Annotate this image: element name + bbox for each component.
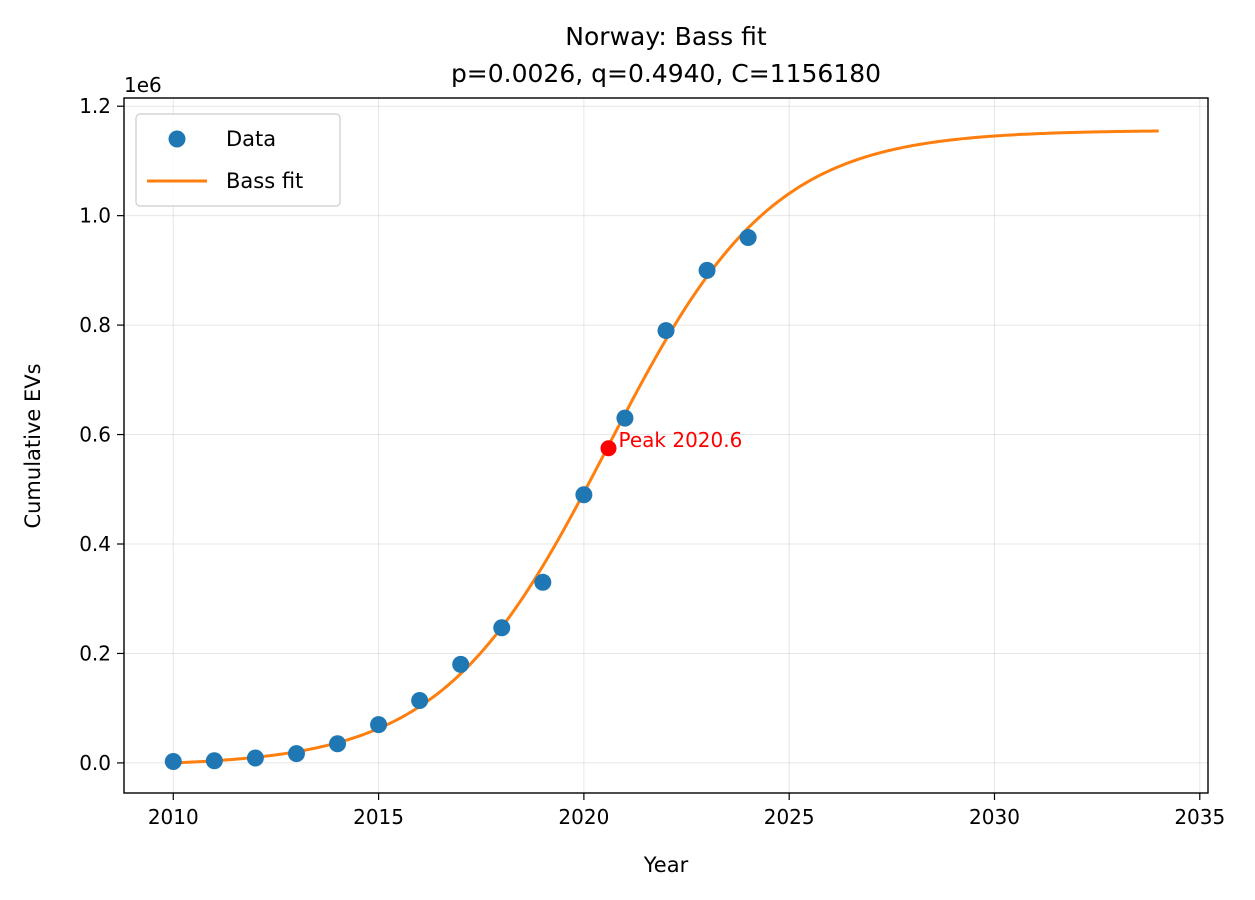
y-tick-label-1: 0.2 (79, 641, 111, 665)
annotation-layer: Peak 2020.6 (600, 428, 743, 457)
legend-box (135, 113, 341, 207)
data-point-2017 (452, 655, 470, 673)
x-tick-label-2035: 2035 (1174, 805, 1225, 829)
y-tick-label-0: 0.0 (79, 751, 111, 775)
data-point-2024 (739, 229, 757, 247)
y-tick-label-3: 0.6 (79, 423, 111, 447)
y-axis-label: Cumulative EVs (21, 363, 45, 528)
legend: Data Bass fit (135, 113, 341, 207)
data-point-2010 (164, 753, 182, 771)
legend-marker-data (168, 130, 186, 148)
legend-label-fit: Bass fit (226, 169, 303, 193)
x-axis: 2010 2015 2020 2025 2030 2035 (148, 793, 1225, 829)
y-tick-label-6: 1.2 (79, 94, 111, 118)
x-tick-label-2025: 2025 (764, 805, 815, 829)
data-point-2013 (287, 745, 305, 763)
data-point-2020 (575, 486, 593, 504)
data-point-2019 (534, 573, 552, 591)
data-point-2022 (657, 322, 675, 340)
y-tick-label-2: 0.4 (79, 532, 111, 556)
chart-subtitle: p=0.0026, q=0.4940, C=1156180 (451, 59, 881, 88)
data-point-2012 (246, 749, 264, 767)
data-point-2023 (698, 261, 716, 279)
points-layer (164, 229, 757, 771)
x-tick-label-2015: 2015 (353, 805, 404, 829)
plot-frame (123, 97, 1209, 794)
peak-annotation-label: Peak 2020.6 (619, 428, 743, 452)
data-point-2011 (205, 752, 223, 770)
data-point-2015 (370, 716, 388, 734)
peak-marker (600, 440, 617, 457)
data-point-2014 (329, 735, 347, 753)
legend-label-data: Data (226, 127, 276, 151)
x-tick-label-2030: 2030 (969, 805, 1020, 829)
data-point-2021 (616, 409, 634, 427)
x-tick-label-2010: 2010 (148, 805, 199, 829)
y-tick-label-4: 0.8 (79, 313, 111, 337)
y-offset-label: 1e6 (124, 73, 162, 97)
x-axis-label: Year (643, 853, 689, 877)
y-axis: 0.0 0.2 0.4 0.6 0.8 1.0 1.2 (79, 94, 124, 775)
data-point-2018 (493, 619, 511, 637)
y-tick-label-5: 1.0 (79, 204, 111, 228)
x-tick-label-2020: 2020 (558, 805, 609, 829)
data-point-2016 (411, 692, 429, 710)
chart-title: Norway: Bass fit (565, 22, 767, 51)
